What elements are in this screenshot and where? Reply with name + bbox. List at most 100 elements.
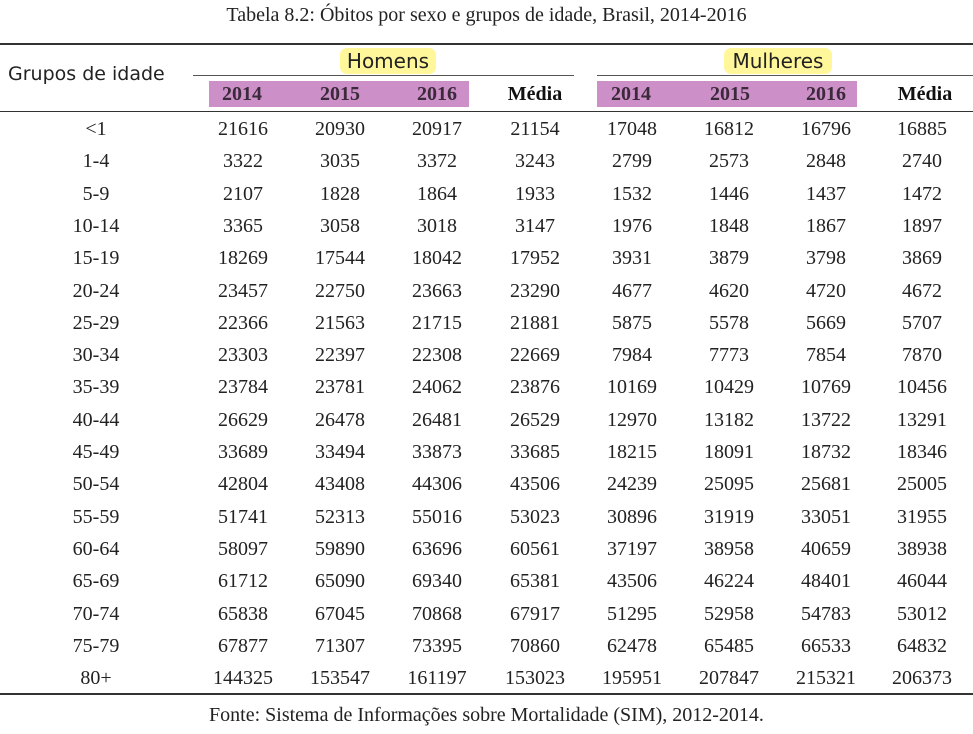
value-cell: 18269: [218, 247, 268, 270]
value-cell: 61712: [218, 570, 268, 593]
value-cell: 23457: [218, 279, 268, 302]
group-header-homens: Homens: [340, 48, 436, 74]
value-cell: 18042: [412, 247, 462, 270]
value-cell: 23303: [218, 344, 268, 367]
value-cell: 10456: [897, 376, 947, 399]
value-cell: 206373: [892, 667, 952, 690]
value-cell: 3147: [515, 214, 555, 237]
value-cell: 55016: [412, 505, 462, 528]
value-cell: 22397: [315, 344, 365, 367]
table-row: 5-9 2107 1828 1864 1933 1532 1446 1437 1472: [0, 178, 973, 210]
value-cell: 10429: [704, 376, 754, 399]
year-header-homens-2014: 2014: [209, 81, 275, 107]
age-cell: 30-34: [72, 344, 120, 367]
value-cell: 4720: [806, 279, 846, 302]
value-cell: 59890: [315, 537, 365, 560]
value-cell: 53023: [510, 505, 560, 528]
value-cell: 18091: [704, 441, 754, 463]
table-row: 65-69 61712 65090 69340 65381 43506 46224 48401…: [0, 565, 973, 597]
value-cell: 13182: [704, 408, 754, 431]
value-cell: 31919: [704, 505, 754, 528]
value-cell: 65090: [315, 570, 365, 593]
table-row: 70-74 65838 67045 70868 67917 51295 52958 54783…: [0, 598, 973, 630]
value-cell: 63696: [412, 537, 462, 560]
value-cell: 7773: [709, 344, 749, 367]
value-cell: 13722: [801, 408, 851, 431]
value-cell: 2107: [223, 182, 263, 205]
value-cell: 65838: [218, 602, 268, 625]
value-cell: 22669: [510, 344, 560, 367]
value-cell: 22366: [218, 311, 268, 334]
value-cell: 5707: [902, 311, 942, 334]
value-cell: 3058: [320, 214, 360, 237]
top-rule: [0, 43, 973, 45]
value-cell: 20930: [315, 118, 365, 140]
value-cell: 51295: [607, 602, 657, 625]
value-cell: 1472: [902, 182, 942, 205]
year-header-mulheres-2016: 2016: [795, 81, 857, 107]
value-cell: 1976: [612, 214, 652, 237]
value-cell: 62478: [607, 634, 657, 657]
value-cell: 48401: [801, 570, 851, 593]
value-cell: 1446: [709, 182, 749, 205]
value-cell: 43506: [510, 473, 560, 496]
age-cell: 50-54: [72, 473, 120, 496]
value-cell: 3243: [515, 150, 555, 173]
value-cell: 43506: [607, 570, 657, 593]
value-cell: 64832: [897, 634, 947, 657]
age-cell: 45-49: [72, 441, 120, 463]
value-cell: 23876: [510, 376, 560, 399]
mean-header-mulheres: Média: [897, 82, 953, 105]
value-cell: 25095: [704, 473, 754, 496]
value-cell: 16885: [897, 118, 947, 140]
age-cell: 75-79: [72, 634, 120, 657]
value-cell: 3018: [417, 214, 457, 237]
value-cell: 46224: [704, 570, 754, 593]
row-header-label: Grupos de idade: [8, 63, 165, 85]
value-cell: 5875: [612, 311, 652, 334]
value-cell: 3322: [223, 150, 263, 173]
age-cell: 10-14: [72, 214, 120, 237]
year-header-mulheres-2014: 2014: [597, 81, 665, 107]
value-cell: 1864: [417, 182, 457, 205]
table-row: 45-49 33689 33494 33873 33685 18215 18091 18732…: [0, 436, 973, 468]
value-cell: 13291: [897, 408, 947, 431]
age-cell: 25-29: [72, 311, 120, 334]
value-cell: 21154: [510, 118, 560, 140]
table-row: 20-24 23457 22750 23663 23290 4677 4620 4720 467…: [0, 275, 973, 307]
age-cell: 20-24: [72, 279, 120, 302]
age-cell: 65-69: [72, 570, 120, 593]
value-cell: 18215: [607, 441, 657, 463]
mulheres-underline: [597, 75, 973, 76]
value-cell: 65381: [510, 570, 560, 593]
table-row: 50-54 42804 43408 44306 43506 24239 25095 25681…: [0, 468, 973, 500]
value-cell: 26529: [510, 408, 560, 431]
table-row: 25-29 22366 21563 21715 21881 5875 5578 5669 570…: [0, 307, 973, 339]
age-cell: 80+: [80, 667, 112, 690]
age-cell: 60-64: [72, 537, 120, 560]
value-cell: 67045: [315, 602, 365, 625]
value-cell: 17952: [510, 247, 560, 270]
value-cell: 33873: [412, 441, 462, 463]
value-cell: 65485: [704, 634, 754, 657]
value-cell: 52958: [704, 602, 754, 625]
value-cell: 195951: [602, 667, 662, 690]
value-cell: 66533: [801, 634, 851, 657]
value-cell: 21715: [412, 311, 462, 334]
value-cell: 52313: [315, 505, 365, 528]
age-cell: 40-44: [72, 408, 120, 431]
value-cell: 73395: [412, 634, 462, 657]
value-cell: 33689: [218, 441, 268, 463]
table-row: <1 21616 20930 20917 21154 17048 16812 16796 168…: [0, 113, 973, 145]
value-cell: 3365: [223, 214, 263, 237]
value-cell: 153547: [310, 667, 370, 690]
value-cell: 2848: [806, 150, 846, 173]
value-cell: 5578: [709, 311, 749, 334]
value-cell: 17048: [607, 118, 657, 140]
value-cell: 23290: [510, 279, 560, 302]
value-cell: 20917: [412, 118, 462, 140]
value-cell: 3931: [612, 247, 652, 270]
value-cell: 161197: [407, 667, 467, 690]
value-cell: 25681: [801, 473, 851, 496]
age-cell: 15-19: [72, 247, 120, 270]
